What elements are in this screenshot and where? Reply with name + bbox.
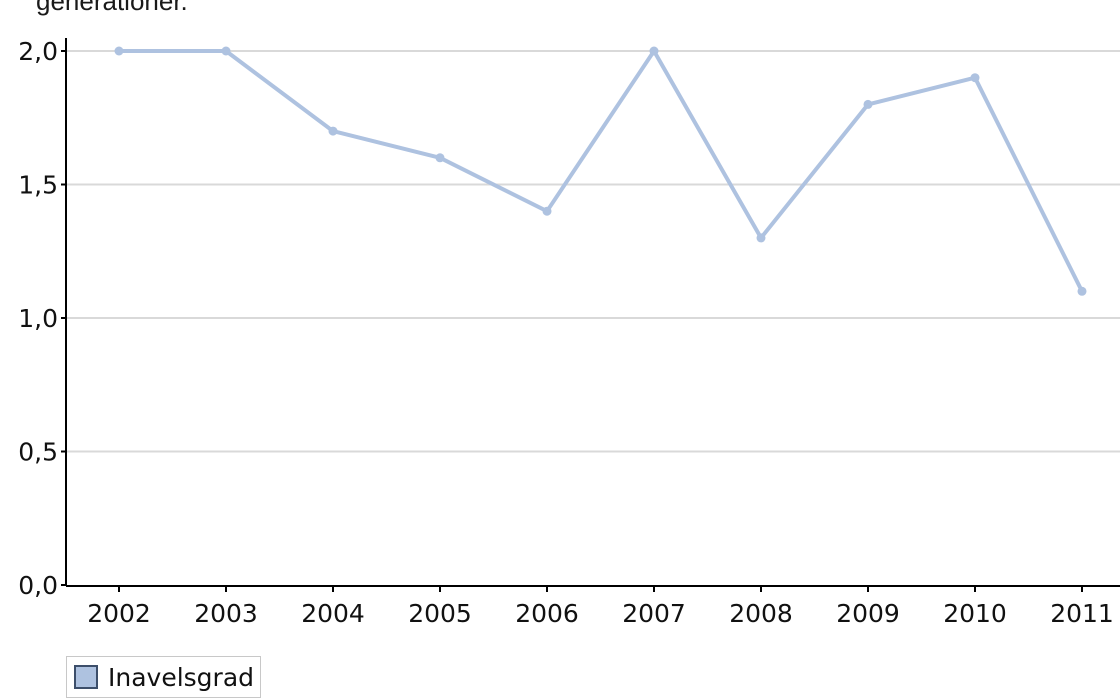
x-tick-label: 2005	[408, 599, 472, 628]
data-point	[114, 46, 124, 56]
y-tick-label: 2,0	[18, 37, 58, 66]
x-tick-label: 2007	[622, 599, 686, 628]
caption-text: generationer.	[36, 0, 188, 16]
y-tick-label: 1,5	[18, 171, 58, 200]
data-point	[328, 126, 338, 136]
y-tick-label: 1,0	[18, 304, 58, 333]
series-layer	[114, 46, 1087, 296]
x-tick-label: 2011	[1050, 599, 1114, 628]
data-point	[970, 73, 980, 83]
legend: Inavelsgrad	[66, 656, 262, 698]
x-tick-label: 2010	[943, 599, 1007, 628]
x-axis-tick-labels: 2002 2003 2004 2005 2006 2007 2008 2009 2010 2011	[87, 599, 1114, 628]
x-tick-label: 2009	[836, 599, 900, 628]
data-point	[542, 206, 552, 216]
x-tick-label: 2008	[729, 599, 793, 628]
series-line	[117, 49, 1084, 294]
y-tick-label: 0,0	[18, 571, 58, 600]
data-point	[756, 233, 766, 243]
data-point	[863, 99, 873, 109]
data-point	[221, 46, 231, 56]
legend-swatch	[74, 665, 98, 689]
y-axis-tick-labels: 0,0 0,5 1,0 1,5 2,0	[18, 37, 58, 600]
x-tick-label: 2002	[87, 599, 151, 628]
data-point	[1077, 286, 1087, 296]
legend-label: Inavelsgrad	[108, 662, 255, 692]
gridlines	[66, 50, 1120, 453]
y-tick-label: 0,5	[18, 438, 58, 467]
data-point	[435, 153, 445, 163]
x-tick-label: 2003	[194, 599, 258, 628]
x-tick-label: 2004	[301, 599, 365, 628]
axes	[61, 38, 1120, 592]
data-point	[649, 46, 659, 56]
x-tick-label: 2006	[515, 599, 579, 628]
